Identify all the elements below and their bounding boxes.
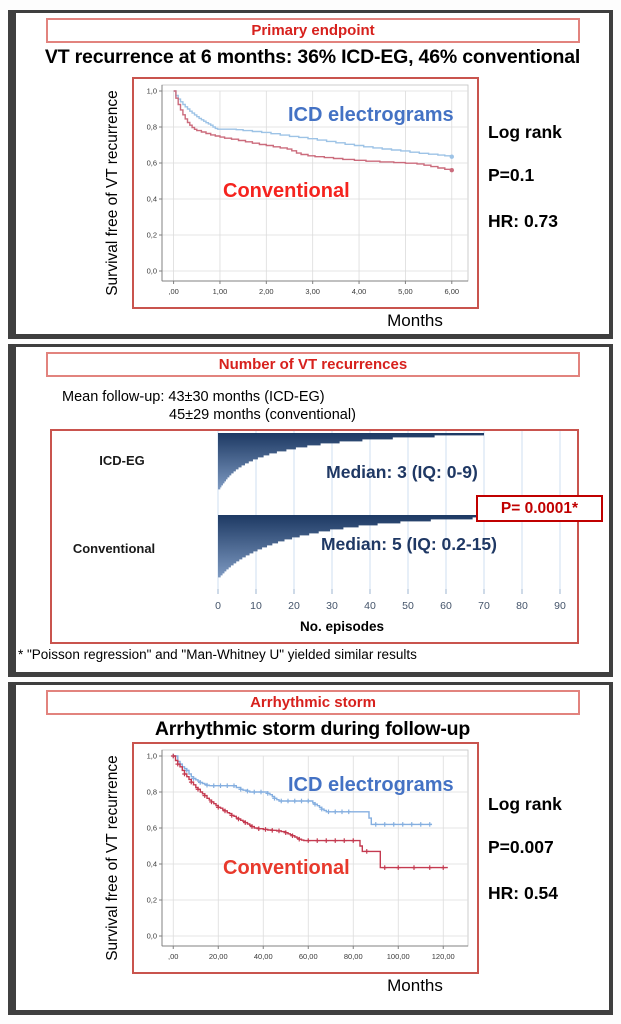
svg-text:40: 40 (364, 600, 376, 612)
svg-text:20: 20 (288, 600, 300, 612)
svg-text:90: 90 (554, 600, 566, 612)
svg-text:,00: ,00 (168, 287, 178, 296)
km-primary-y-axis-label: Survival free of VT recurrence (104, 90, 121, 296)
svg-text:70: 70 (478, 600, 490, 612)
km-storm-red-series-label: Conventional (223, 857, 350, 879)
storm-header: Arrhythmic storm (250, 694, 376, 711)
svg-text:0,4: 0,4 (147, 860, 157, 869)
km-storm-p-value: P=0.007 (488, 837, 554, 857)
svg-text:1,00: 1,00 (213, 287, 228, 296)
km-primary-red-series-label: Conventional (223, 180, 350, 202)
km-storm-hazard-ratio: HR: 0.54 (488, 883, 559, 903)
episodes-p-value-box: P= 0.0001* (476, 495, 603, 522)
svg-text:ICD-EG: ICD-EG (99, 453, 145, 468)
svg-text:80: 80 (516, 600, 528, 612)
km-storm-blue-series-label: ICD electrograms (288, 774, 454, 796)
km-primary-blue-series-label: ICD electrograms (288, 104, 454, 126)
svg-text:0,4: 0,4 (147, 195, 157, 204)
svg-text:0,8: 0,8 (147, 123, 157, 132)
svg-text:40,00: 40,00 (254, 952, 273, 961)
svg-text:Conventional: Conventional (73, 541, 155, 556)
svg-text:6,00: 6,00 (444, 287, 459, 296)
km-primary-logrank-label: Log rank (488, 122, 562, 142)
km-storm-y-axis-label: Survival free of VT recurrence (104, 755, 121, 961)
primary-endpoint-title: VT recurrence at 6 months: 36% ICD-EG, 4… (44, 46, 581, 68)
svg-text:0,8: 0,8 (147, 788, 157, 797)
episodes-p-value: P= 0.0001* (500, 499, 579, 517)
svg-text:60,00: 60,00 (299, 952, 318, 961)
storm-title: Arrhythmic storm during follow-up (154, 718, 471, 740)
svg-text:0,0: 0,0 (147, 267, 157, 276)
km-storm-chart: 0,0 0,2 0,4 0,6 0,8 1,0 ,00 20,00 40,00 60,00 80,0… (132, 742, 479, 974)
primary-endpoint-header-box: Primary endpoint (46, 18, 580, 43)
svg-text:1,0: 1,0 (147, 87, 157, 96)
svg-text:4,00: 4,00 (352, 287, 367, 296)
svg-text:0,6: 0,6 (147, 159, 157, 168)
km-storm-logrank-label: Log rank (488, 794, 562, 814)
primary-endpoint-header: Primary endpoint (251, 22, 375, 39)
svg-text:20,00: 20,00 (209, 952, 228, 961)
episodes-chart: 0 10 20 30 40 50 60 70 80 90 No. episodes ICD-EG Con… (50, 429, 579, 644)
svg-text:50: 50 (402, 600, 414, 612)
svg-text:0,2: 0,2 (147, 231, 157, 240)
svg-text:Median: 5 (IQ: 0.2-15): Median: 5 (IQ: 0.2-15) (321, 534, 497, 554)
episodes-svg: 0 10 20 30 40 50 60 70 80 90 No. episodes ICD-EG Con… (73, 431, 566, 634)
panel-vt-recurrences: Number of VT recurrences Mean follow-up:… (8, 344, 613, 677)
svg-text:80,00: 80,00 (344, 952, 363, 961)
recurrences-header: Number of VT recurrences (218, 356, 408, 373)
km-primary-hazard-ratio: HR: 0.73 (488, 211, 559, 231)
km-primary-x-axis-label: Months (387, 311, 443, 330)
svg-text:0: 0 (215, 600, 221, 612)
recurrences-footnote: * "Poisson regression" and "Man-Whitney … (18, 647, 417, 662)
km-primary-p-value: P=0.1 (488, 165, 535, 185)
km-primary-svg: 0,0 0,2 0,4 0,6 0,8 1,0 ,00 1,00 2,00 3,00 4,00 5,0… (147, 84, 469, 296)
km-storm-x-axis-label: Months (387, 976, 443, 995)
svg-text:100,00: 100,00 (387, 952, 410, 961)
km-primary-chart: 0,0 0,2 0,4 0,6 0,8 1,0 ,00 1,00 2,00 3,00 4,00 5,0… (132, 77, 479, 309)
panel-arrhythmic-storm: Arrhythmic storm Arrhythmic storm during… (8, 682, 613, 1015)
followup-line1: Mean follow-up: 43±30 months (ICD-EG) (62, 389, 325, 405)
svg-text:3,00: 3,00 (305, 287, 320, 296)
svg-text:0,0: 0,0 (147, 932, 157, 941)
svg-text:5,00: 5,00 (398, 287, 413, 296)
km-storm-svg: 0,0 0,2 0,4 0,6 0,8 1,0 ,00 20,00 40,00 60,00 80,0… (147, 749, 469, 961)
svg-text:60: 60 (440, 600, 452, 612)
svg-text:2,00: 2,00 (259, 287, 274, 296)
svg-text:No. episodes: No. episodes (300, 619, 384, 634)
storm-header-box: Arrhythmic storm (46, 690, 580, 715)
svg-text:10: 10 (250, 600, 262, 612)
svg-text:1,0: 1,0 (147, 752, 157, 761)
panel-primary-endpoint: Primary endpoint VT recurrence at 6 mont… (8, 10, 613, 339)
svg-text:30: 30 (326, 600, 338, 612)
svg-text:0,6: 0,6 (147, 824, 157, 833)
svg-text:0,2: 0,2 (147, 896, 157, 905)
svg-text:120,00: 120,00 (432, 952, 455, 961)
followup-line2: 45±29 months (conventional) (169, 407, 356, 423)
recurrences-header-box: Number of VT recurrences (46, 352, 580, 377)
svg-text:,00: ,00 (168, 952, 178, 961)
svg-text:Median: 3 (IQ: 0-9): Median: 3 (IQ: 0-9) (326, 462, 478, 482)
